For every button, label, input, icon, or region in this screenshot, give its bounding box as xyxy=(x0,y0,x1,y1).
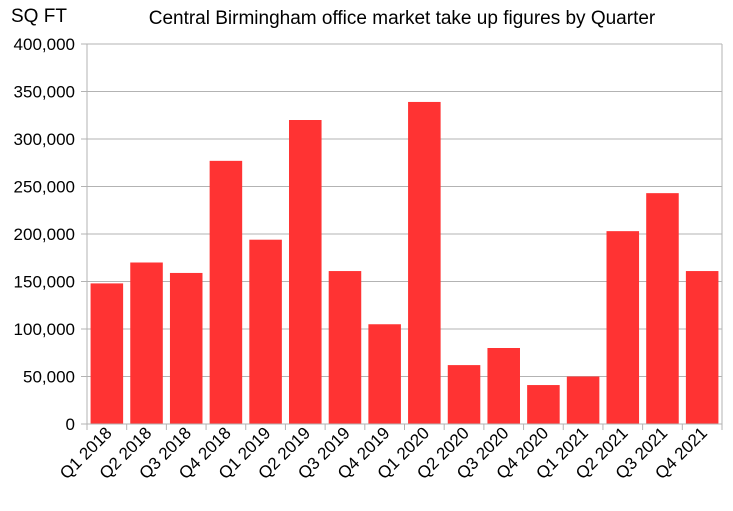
y-tick-label: 350,000 xyxy=(14,83,75,102)
y-tick-label: 100,000 xyxy=(14,320,75,339)
bar-q4-2019 xyxy=(368,324,401,424)
bar-q4-2021 xyxy=(685,271,719,424)
bar-q3-2021 xyxy=(646,193,679,424)
bar-q2-2020 xyxy=(447,365,481,424)
bar-q1-2021 xyxy=(566,376,600,424)
bar-q2-2021 xyxy=(606,231,640,424)
y-tick-label: 0 xyxy=(66,415,75,434)
y-tick-label: 250,000 xyxy=(14,178,75,197)
bar-q4-2018 xyxy=(209,160,243,424)
bar-q2-2018 xyxy=(130,262,163,424)
y-tick-label: 200,000 xyxy=(14,225,75,244)
chart-title: Central Birmingham office market take up… xyxy=(149,8,656,29)
y-tick-label: 300,000 xyxy=(14,130,75,149)
bar-q4-2020 xyxy=(527,385,560,424)
bar-q2-2019 xyxy=(289,120,322,424)
bar-q3-2018 xyxy=(169,272,203,424)
bar-q3-2019 xyxy=(328,271,362,424)
y-axis-ticks: 0 50,000 100,000 150,000 200,000 250,000 300,0… xyxy=(14,35,87,434)
y-tick-label: 150,000 xyxy=(14,273,75,292)
y-tick-label: 50,000 xyxy=(23,368,75,387)
y-axis-unit-label: SQ FT xyxy=(11,6,67,27)
y-tick-label: 400,000 xyxy=(14,35,75,54)
bars xyxy=(90,101,719,424)
bar-q3-2020 xyxy=(487,348,520,424)
bar-q1-2020 xyxy=(408,101,441,424)
bar-q1-2018 xyxy=(90,283,124,424)
bar-q1-2019 xyxy=(249,239,282,424)
